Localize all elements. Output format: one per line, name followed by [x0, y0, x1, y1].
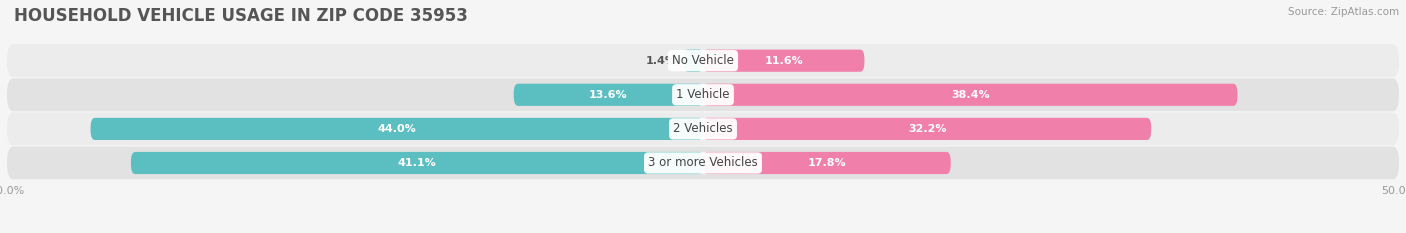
FancyBboxPatch shape	[7, 79, 1399, 111]
FancyBboxPatch shape	[683, 50, 703, 72]
Text: 44.0%: 44.0%	[377, 124, 416, 134]
Text: No Vehicle: No Vehicle	[672, 54, 734, 67]
Text: HOUSEHOLD VEHICLE USAGE IN ZIP CODE 35953: HOUSEHOLD VEHICLE USAGE IN ZIP CODE 3595…	[14, 7, 468, 25]
FancyBboxPatch shape	[131, 152, 703, 174]
FancyBboxPatch shape	[7, 44, 1399, 77]
Text: 1 Vehicle: 1 Vehicle	[676, 88, 730, 101]
FancyBboxPatch shape	[7, 113, 1399, 145]
Text: 41.1%: 41.1%	[398, 158, 436, 168]
Text: 38.4%: 38.4%	[950, 90, 990, 100]
Text: 3 or more Vehicles: 3 or more Vehicles	[648, 157, 758, 169]
Text: Source: ZipAtlas.com: Source: ZipAtlas.com	[1288, 7, 1399, 17]
FancyBboxPatch shape	[7, 147, 1399, 179]
Text: 11.6%: 11.6%	[765, 56, 803, 66]
FancyBboxPatch shape	[703, 118, 1152, 140]
FancyBboxPatch shape	[703, 84, 1237, 106]
FancyBboxPatch shape	[90, 118, 703, 140]
Text: 32.2%: 32.2%	[908, 124, 946, 134]
Text: 13.6%: 13.6%	[589, 90, 627, 100]
FancyBboxPatch shape	[513, 84, 703, 106]
FancyBboxPatch shape	[703, 50, 865, 72]
Text: 17.8%: 17.8%	[807, 158, 846, 168]
FancyBboxPatch shape	[703, 152, 950, 174]
Text: 1.4%: 1.4%	[645, 56, 676, 66]
Text: 2 Vehicles: 2 Vehicles	[673, 122, 733, 135]
